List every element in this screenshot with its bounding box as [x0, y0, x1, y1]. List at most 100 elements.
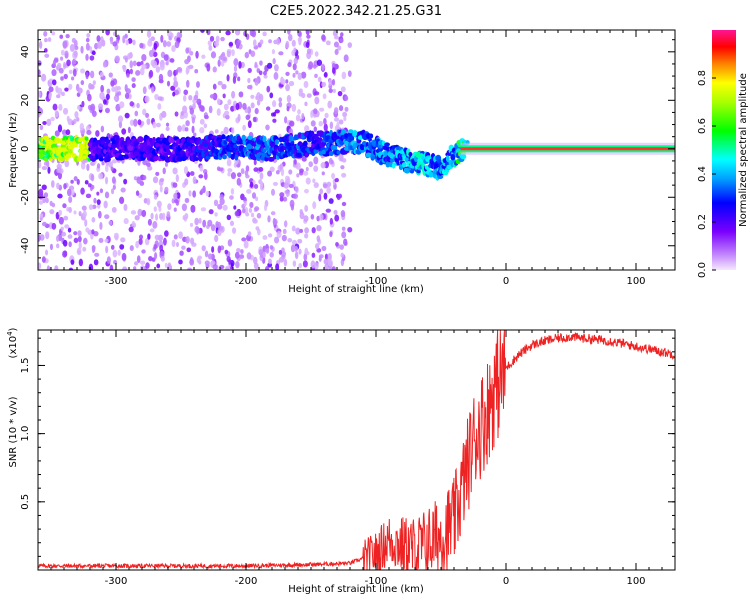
spectrogram-noise-cell — [176, 32, 181, 38]
spectrogram-noise-cell — [200, 188, 206, 194]
spectrogram-noise-cell — [321, 34, 326, 41]
spectrogram-noise-cell — [188, 64, 194, 70]
spectrogram-noise-cell — [242, 102, 247, 110]
spectrogram-noise-cell — [210, 224, 216, 232]
spectrogram-noise-cell — [258, 93, 264, 102]
spectrogram-noise-cell — [243, 240, 249, 249]
spectrogram-noise-cell — [288, 169, 293, 175]
spectrogram-noise-cell — [310, 120, 316, 127]
spectrogram-noise-cell — [223, 126, 229, 135]
spectrogram-noise-cell — [58, 209, 62, 216]
spectrogram-noise-cell — [274, 109, 280, 114]
spectrogram-noise-cell — [88, 82, 93, 90]
spectrogram-noise-cell — [248, 207, 253, 213]
spectrogram-noise-cell — [126, 73, 130, 78]
spectrogram-noise-cell — [185, 236, 190, 244]
spectrogram-y-axis-label: Frequency (Hz) — [8, 112, 19, 188]
spectrogram-noise-cell — [323, 117, 327, 125]
spectrogram-noise-cell — [68, 206, 72, 214]
spectrogram-noise-cell — [182, 95, 187, 102]
spectrogram-noise-cell — [214, 212, 218, 217]
spectrogram-noise-cell — [173, 75, 177, 82]
spectrogram-noise-cell — [292, 73, 296, 78]
spectrogram-noise-cell — [316, 59, 323, 66]
spectrogram-noise-cell — [70, 259, 75, 265]
spectrogram-noise-cell — [142, 175, 147, 181]
spectrogram-noise-cell — [263, 70, 267, 76]
spectrogram-noise-cell — [292, 63, 297, 71]
spectrogram-noise-cell — [90, 173, 95, 182]
spectrogram-noise-cell — [302, 260, 308, 268]
spectrogram-noise-cell — [329, 217, 334, 225]
spectrogram-noise-cell — [253, 159, 257, 166]
spectrogram-noise-cell — [154, 234, 160, 241]
spectrogram-noise-cell — [108, 72, 113, 78]
spectrogram-noise-cell — [336, 121, 340, 130]
spectrogram-noise-cell — [302, 170, 309, 176]
spectrogram-noise-cell — [173, 80, 179, 88]
spectrogram-noise-cell — [175, 69, 179, 75]
spectrogram-noise-cell — [293, 159, 297, 165]
spectrogram-noise-cell — [111, 206, 117, 213]
spectrogram-noise-cell — [263, 74, 268, 79]
spectrogram-noise-cell — [133, 266, 137, 270]
spectrogram-track-cell — [152, 136, 156, 144]
spectrogram-track-cell — [313, 149, 319, 154]
spectrogram-noise-cell — [258, 167, 264, 172]
spectrogram-noise-cell — [207, 219, 213, 227]
spectrogram-noise-cell — [87, 93, 92, 102]
spectrogram-noise-cell — [153, 42, 158, 50]
spectrogram-noise-cell — [56, 182, 60, 190]
spectrogram-noise-cell — [287, 62, 292, 68]
spectrogram-noise-cell — [158, 73, 164, 82]
spectrogram-noise-cell — [328, 88, 333, 94]
spectrogram-noise-cell — [38, 90, 41, 98]
spectrogram-noise-cell — [108, 161, 113, 168]
spectrogram-noise-cell — [212, 264, 218, 270]
spectrogram-noise-cell — [322, 183, 328, 189]
spectrogram-noise-cell — [334, 48, 339, 55]
spectrogram-noise-cell — [327, 259, 333, 267]
spectrogram-noise-cell — [110, 244, 115, 250]
spectrogram-noise-cell — [289, 120, 295, 127]
spectrogram-noise-cell — [192, 176, 197, 185]
spectrogram-noise-cell — [47, 166, 51, 174]
spectrogram-noise-cell — [217, 245, 222, 254]
spectrogram-noise-cell — [231, 127, 235, 134]
spectrogram-noise-cell — [318, 193, 322, 202]
svg-text:(x104): (x104) — [6, 327, 19, 358]
spectrogram-noise-cell — [233, 205, 237, 210]
spectrogram-noise-cell — [151, 60, 158, 69]
spectrogram-noise-cell — [286, 30, 291, 35]
spectrogram-noise-cell — [38, 69, 41, 76]
spectrogram-noise-cell — [78, 241, 82, 250]
spectrogram-noise-cell — [170, 85, 176, 91]
spectrogram-noise-cell — [188, 95, 193, 101]
spectrogram-noise-cell — [204, 250, 209, 258]
spectrogram-noise-cell — [334, 214, 340, 222]
spectrogram-noise-cell — [224, 110, 230, 116]
spectrogram-noise-cell — [215, 221, 219, 228]
spectrogram-noise-cell — [156, 263, 161, 269]
spectrogram-noise-cell — [215, 35, 220, 43]
spectrogram-noise-cell — [183, 89, 189, 96]
spectrogram-noise-cell — [146, 162, 151, 167]
spectrogram-noise-cell — [152, 121, 157, 129]
spectrogram-noise-cell — [141, 63, 147, 70]
spectrogram-noise-cell — [237, 113, 241, 122]
spectrogram-noise-cell — [41, 166, 48, 171]
spectrogram-noise-cell — [255, 196, 259, 202]
spectrogram-track-cell — [234, 154, 239, 161]
spectrogram-noise-cell — [65, 33, 70, 39]
spectrogram-noise-cell — [98, 172, 103, 180]
spectrogram-noise-cell — [109, 36, 114, 45]
spectrogram-noise-cell — [77, 230, 82, 237]
spectrogram-noise-cell — [265, 124, 270, 131]
spectrogram-noise-cell — [314, 73, 318, 78]
spectrogram-noise-cell — [131, 220, 136, 227]
spectrogram-noise-cell — [258, 70, 263, 76]
spectrogram-noise-cell — [198, 174, 204, 179]
spectrogram-noise-cell — [214, 129, 219, 134]
spectrogram-noise-cell — [304, 227, 309, 234]
spectrogram-track-cell — [84, 136, 89, 141]
